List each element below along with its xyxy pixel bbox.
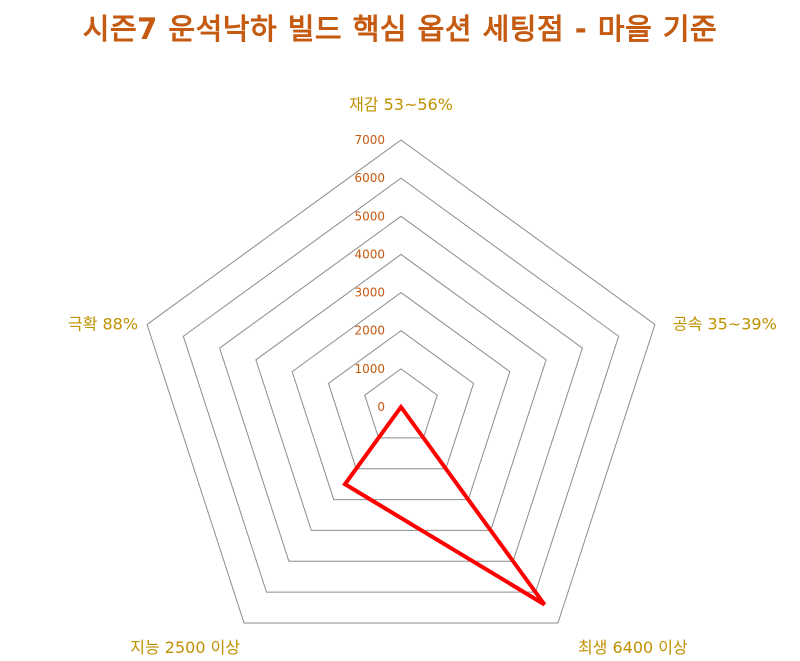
radar-tick-labels: 0 1000 2000 3000 4000 5000 6000 7000 [354, 133, 385, 414]
radar-grid [146, 139, 656, 624]
series-line-0 [342, 403, 547, 607]
chart-title: 시즌7 운석낙하 빌드 핵심 옵션 세팅점 - 마을 기준 [82, 12, 718, 46]
tick-label-7000: 7000 [354, 133, 385, 147]
grid-ring-6000 [182, 177, 620, 593]
tick-label-1000: 1000 [354, 362, 385, 376]
tick-label-2000: 2000 [354, 324, 385, 338]
grid-ring-7000 [146, 139, 656, 624]
radar-series [342, 403, 547, 607]
tick-label-0: 0 [377, 400, 385, 414]
tick-label-3000: 3000 [354, 286, 385, 300]
tick-label-4000: 4000 [354, 247, 385, 261]
axis-label-4: 극확 88% [68, 314, 138, 333]
axis-label-0: 재감 53~56% [349, 95, 453, 114]
axis-label-3: 지능 2500 이상 [130, 638, 240, 657]
tick-label-5000: 5000 [354, 209, 385, 223]
grid-ring-4000 [255, 253, 547, 531]
axis-label-2: 최생 6400 이상 [578, 638, 688, 657]
grid-ring-1000 [364, 368, 438, 439]
tick-label-6000: 6000 [354, 171, 385, 185]
grid-ring-5000 [219, 215, 583, 562]
grid-ring-2000 [327, 330, 475, 470]
axis-label-1: 공속 35~39% [673, 314, 777, 333]
grid-ring-3000 [291, 291, 511, 501]
radar-axis-labels: 재감 53~56% 공속 35~39% 최생 6400 이상 지능 2500 이상 극확… [68, 95, 777, 657]
